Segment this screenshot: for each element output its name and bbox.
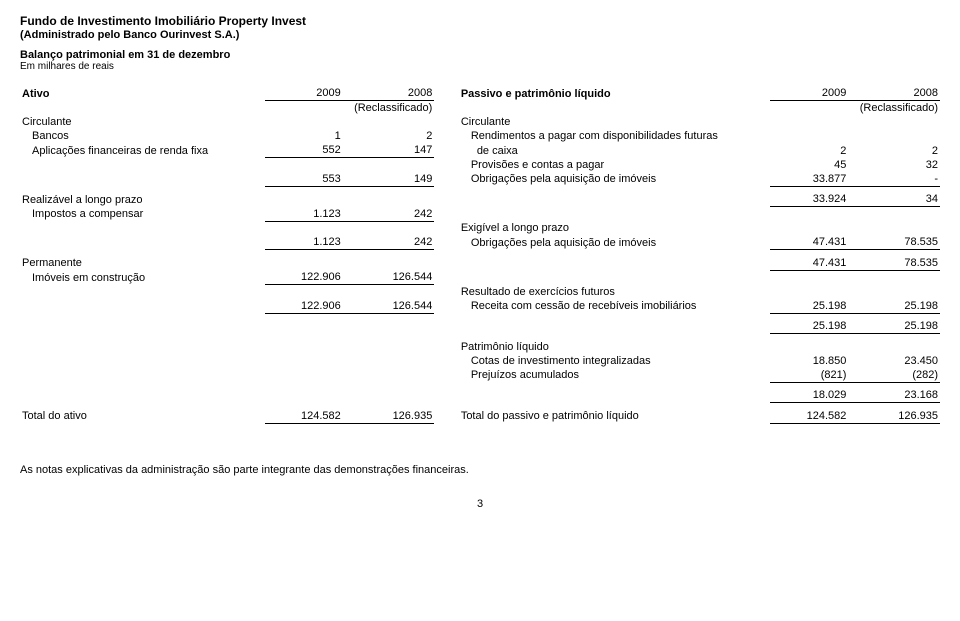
caixa-label: de caixa xyxy=(459,143,771,158)
passivo-sub3-09: 25.198 xyxy=(770,319,848,334)
imoveis-08: 126.544 xyxy=(343,270,435,285)
total-ativo-08: 126.935 xyxy=(343,409,435,424)
prov-09: 45 xyxy=(770,158,848,172)
bancos-09: 1 xyxy=(265,129,343,143)
impostos-08: 242 xyxy=(343,207,435,222)
impostos-label: Impostos a compensar xyxy=(20,207,265,222)
aplic-09: 552 xyxy=(265,143,343,158)
page-number: 3 xyxy=(20,498,940,510)
obrig1-label: Obrigações pela aquisição de imóveis xyxy=(459,172,771,187)
caixa-08: 2 xyxy=(848,143,940,158)
col-2008-l: 2008 xyxy=(343,86,435,101)
aplic-08: 147 xyxy=(343,143,435,158)
reclass-r: (Reclassificado) xyxy=(848,101,940,116)
fund-title: Fundo de Investimento Imobiliário Proper… xyxy=(20,14,940,28)
total-ativo-label: Total do ativo xyxy=(20,409,265,424)
reclass-l: (Reclassificado) xyxy=(343,101,435,116)
passivo-sub4-09: 18.029 xyxy=(770,388,848,403)
cotas-label: Cotas de investimento integralizadas xyxy=(459,354,771,368)
total-passivo-08: 126.935 xyxy=(848,409,940,424)
col-2009-r: 2009 xyxy=(770,86,848,101)
ativo-sub2-09: 1.123 xyxy=(265,235,343,250)
passivo-circulante: Circulante xyxy=(459,115,771,129)
rend-label: Rendimentos a pagar com disponibilidades… xyxy=(459,129,771,143)
obrig2-09: 47.431 xyxy=(770,235,848,250)
admin-line: (Administrado pelo Banco Ourinvest S.A.) xyxy=(20,29,940,41)
ativo-heading: Ativo xyxy=(20,86,265,101)
cotas-09: 18.850 xyxy=(770,354,848,368)
receita-08: 25.198 xyxy=(848,299,940,314)
total-passivo-label: Total do passivo e patrimônio líquido xyxy=(459,409,771,424)
ativo-sub1-08: 149 xyxy=(343,172,435,187)
prej-label: Prejuízos acumulados xyxy=(459,368,771,383)
imoveis-09: 122.906 xyxy=(265,270,343,285)
cotas-08: 23.450 xyxy=(848,354,940,368)
exig-label: Exigível a longo prazo xyxy=(459,221,771,235)
notes-line: As notas explicativas da administração s… xyxy=(20,464,940,476)
prov-08: 32 xyxy=(848,158,940,172)
pl-label: Patrimônio líquido xyxy=(459,340,771,354)
ativo-circulante: Circulante xyxy=(20,115,265,129)
passivo-sub3-08: 25.198 xyxy=(848,319,940,334)
col-2008-r: 2008 xyxy=(848,86,940,101)
prej-09: (821) xyxy=(770,368,848,383)
obrig2-label: Obrigações pela aquisição de imóveis xyxy=(459,235,771,250)
obrig2-08: 78.535 xyxy=(848,235,940,250)
balance-subtitle: Balanço patrimonial em 31 de dezembro xyxy=(20,49,940,61)
obrig1-08: - xyxy=(848,172,940,187)
prej-08: (282) xyxy=(848,368,940,383)
aplic-label: Aplicações financeiras de renda fixa xyxy=(20,143,265,158)
caixa-09: 2 xyxy=(770,143,848,158)
receita-label: Receita com cessão de recebíveis imobili… xyxy=(459,299,771,314)
imoveis-label: Imóveis em construção xyxy=(20,270,265,285)
perm-label: Permanente xyxy=(20,256,265,271)
passivo-sub1-08: 34 xyxy=(848,192,940,207)
ativo-sub1-09: 553 xyxy=(265,172,343,187)
unit-line: Em milhares de reais xyxy=(20,61,940,72)
total-ativo-09: 124.582 xyxy=(265,409,343,424)
result-label: Resultado de exercícios futuros xyxy=(459,285,771,299)
prov-label: Provisões e contas a pagar xyxy=(459,158,771,172)
ativo-sub2-08: 242 xyxy=(343,235,435,250)
ativo-sub3-08: 126.544 xyxy=(343,299,435,314)
col-2009-l: 2009 xyxy=(265,86,343,101)
passivo-sub1-09: 33.924 xyxy=(770,192,848,207)
receita-09: 25.198 xyxy=(770,299,848,314)
balance-table: Ativo 2009 2008 Passivo e patrimônio líq… xyxy=(20,86,940,424)
obrig1-09: 33.877 xyxy=(770,172,848,187)
passivo-sub2-08: 78.535 xyxy=(848,256,940,271)
total-passivo-09: 124.582 xyxy=(770,409,848,424)
ativo-sub3-09: 122.906 xyxy=(265,299,343,314)
passivo-sub2-09: 47.431 xyxy=(770,256,848,271)
impostos-09: 1.123 xyxy=(265,207,343,222)
passivo-sub4-08: 23.168 xyxy=(848,388,940,403)
bancos-label: Bancos xyxy=(20,129,265,143)
realiz-label: Realizável a longo prazo xyxy=(20,192,265,207)
passivo-heading: Passivo e patrimônio líquido xyxy=(459,86,771,101)
bancos-08: 2 xyxy=(343,129,435,143)
